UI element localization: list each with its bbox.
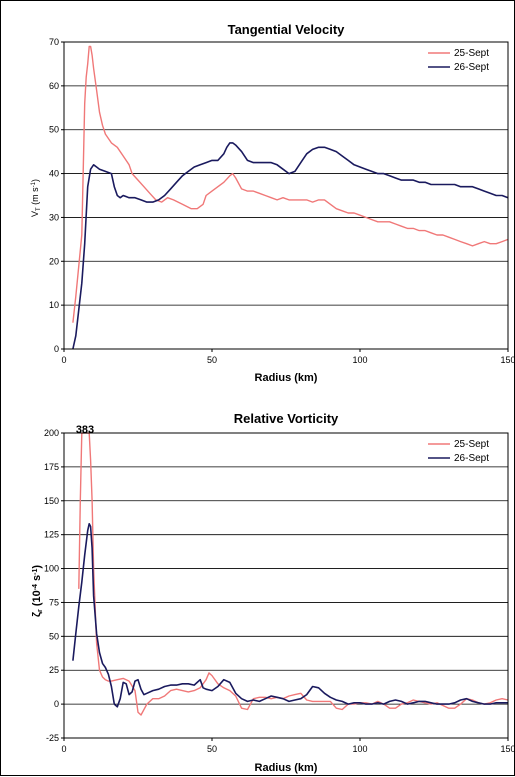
chart-title: Relative Vorticity: [234, 411, 339, 426]
series-line-26-Sept: [72, 142, 509, 350]
y-axis-label-close: ): [31, 565, 43, 569]
y-tick-label: 75: [49, 597, 59, 607]
y-axis-label-exp: -1: [31, 181, 37, 187]
y-tick-label: 50: [49, 125, 59, 135]
x-tick-label: 150: [500, 355, 515, 365]
legend-entry: 25-Sept: [454, 48, 489, 59]
y-axis-label-unit: (10: [31, 590, 43, 609]
x-axis-label: Radius (km): [255, 762, 318, 774]
series-line-25-Sept: [72, 45, 509, 323]
y-tick-label: 30: [49, 212, 59, 222]
y-tick-label: 0: [54, 344, 59, 354]
y-axis-label-exp2: -1: [32, 569, 39, 575]
legend: 25-Sept 26-Sept: [428, 439, 489, 464]
plot-area-border: [63, 432, 509, 739]
y-tick-label: 20: [49, 256, 59, 266]
legend: 25-Sept 26-Sept: [428, 48, 489, 73]
relative-vorticity-chart: Relative Vorticity -25025507510012515017…: [31, 411, 515, 774]
series-lines: [72, 432, 509, 716]
legend-entry: 26-Sept: [454, 453, 489, 464]
x-axis-label: Radius (km): [255, 372, 318, 384]
y-tick-labels: -25 0 25 50 75 100 125 150 175 200: [44, 428, 59, 743]
series-lines: [72, 45, 509, 350]
x-tick-label: 100: [352, 744, 367, 754]
tangential-velocity-chart: Tangential Velocity 0 10 20 30 40 50 60 70 0 50 1…: [30, 22, 515, 384]
legend-entry: 25-Sept: [454, 439, 489, 450]
y-tick-label: 60: [49, 81, 59, 91]
y-tick-label: 40: [49, 169, 59, 179]
x-tick-label: 50: [207, 744, 217, 754]
y-tick-label: 175: [44, 462, 59, 472]
y-tick-label: 50: [49, 631, 59, 641]
y-tick-labels: 0 10 20 30 40 50 60 70: [49, 37, 59, 354]
chart-title: Tangential Velocity: [228, 22, 346, 37]
y-tick-label: 150: [44, 496, 59, 506]
grid: [61, 432, 509, 741]
y-tick-label: 10: [49, 300, 59, 310]
grid: [61, 41, 509, 352]
x-tick-label: 100: [352, 355, 367, 365]
x-tick-label: 50: [207, 355, 217, 365]
x-tick-label: 150: [500, 744, 515, 754]
y-tick-label: -25: [46, 733, 59, 743]
y-tick-label: 70: [49, 37, 59, 47]
x-tick-labels: 0 50 100 150: [61, 355, 515, 365]
series-line-25-Sept: [78, 432, 509, 716]
plot-area-border: [63, 41, 509, 350]
y-axis-label-main: ζ: [31, 612, 43, 617]
y-tick-label: 100: [44, 564, 59, 574]
x-tick-label: 0: [61, 744, 66, 754]
y-tick-label: 0: [54, 699, 59, 709]
legend-entry: 26-Sept: [454, 62, 489, 73]
y-tick-label: 25: [49, 665, 59, 675]
y-axis-label-sub: r: [37, 609, 44, 612]
y-axis-label-close: ): [30, 179, 40, 182]
peak-annotation: 383: [76, 424, 94, 436]
y-axis-label: ζr (10-4 s-1): [31, 565, 44, 617]
y-axis-label-unit: (m s: [30, 187, 40, 207]
x-tick-labels: 0 50 100 150: [61, 744, 515, 754]
y-tick-label: 200: [44, 428, 59, 438]
x-tick-label: 0: [61, 355, 66, 365]
y-axis-label-main: V: [30, 211, 40, 217]
series-line-26-Sept: [72, 522, 508, 708]
y-axis-label-unit2: s: [31, 575, 43, 584]
y-axis-label-sub: T: [36, 207, 42, 211]
y-axis-label: VT (m s-1): [30, 179, 42, 217]
y-tick-label: 125: [44, 530, 59, 540]
y-axis-label-exp: -4: [32, 584, 39, 590]
